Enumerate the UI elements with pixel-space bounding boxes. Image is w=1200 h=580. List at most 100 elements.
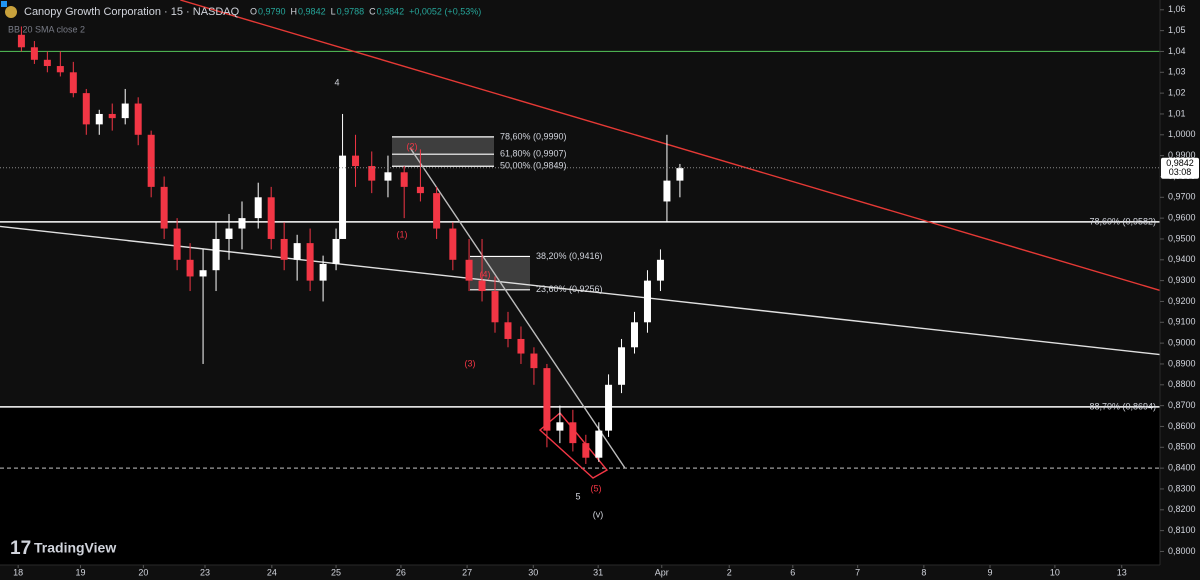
wave-label: 5 [575,491,580,501]
wave-label: (3) [465,358,476,368]
candle-body [238,218,246,229]
y-tick-label: 0,8600 [1168,421,1196,431]
brand-icon: 17 [10,538,31,559]
candle-body [595,430,603,458]
y-tick-label: 1,01 [1168,108,1186,118]
price-axis [1160,0,1200,580]
candle-body [267,197,275,239]
y-tick-label: 0,8500 [1168,442,1196,452]
y-tick-label: 0,8300 [1168,483,1196,493]
y-tick-label: 0,8700 [1168,400,1196,410]
x-tick-label: 7 [855,567,860,577]
ohlc-value: 0,9790 [258,6,286,16]
candle-body [332,238,340,264]
candle-body [582,443,590,458]
trend-line [180,0,1161,292]
candle-body [186,259,194,277]
trend-line [409,147,626,469]
candle-body [416,186,424,194]
x-tick-label: 20 [138,567,148,577]
y-tick-label: 0,9500 [1168,233,1196,243]
wave-label: (1) [397,229,408,239]
y-tick-label: 0,8100 [1168,525,1196,535]
x-tick-label: 18 [13,567,23,577]
x-tick-label: 31 [593,567,603,577]
y-tick-label: 1,02 [1168,88,1186,98]
wave-label: (4) [480,269,491,279]
candle-body [69,72,77,94]
y-tick-label: 0,8900 [1168,358,1196,368]
candle-body [630,322,638,348]
y-tick-label: 0,9600 [1168,213,1196,223]
wave-label: (2) [407,141,418,151]
candle-body [95,113,103,125]
candle-body [293,243,301,260]
ohlc-value: L [331,6,336,16]
candle-body [433,193,441,229]
candle-body [676,168,684,181]
fib-label: 78,60% (0,9990) [500,131,567,141]
candle-body [212,238,220,271]
candle-body [530,353,538,369]
candle-body [225,228,233,239]
candle-body [352,155,360,167]
wave-label: (5) [591,483,602,493]
x-tick-label: 25 [331,567,341,577]
candle-body [478,280,486,292]
x-tick-label: 19 [75,567,85,577]
plot-area: 78,60% (0,9582) 88,70% (0,8694) 78,60% (0,… [0,0,1161,565]
x-tick-label: 8 [921,567,926,577]
brand: TradingView [34,540,116,556]
x-tick-label: 9 [988,567,993,577]
axes: 1,061,051,041,031,021,011,00000,99000,98… [13,4,1199,577]
x-tick-label: 10 [1050,567,1060,577]
candle-body [319,263,327,281]
ohlc-value: C [369,6,376,16]
candle-body [30,47,38,60]
candle-body [449,228,457,260]
y-tick-label: 0,8400 [1168,463,1196,473]
y-tick-label: 0,8800 [1168,379,1196,389]
x-tick-label: 6 [790,567,795,577]
y-tick-label: 1,06 [1168,4,1186,14]
x-tick-label: 30 [528,567,538,577]
candle-body [43,59,51,67]
x-tick-label: Apr [655,567,669,577]
candle-body [280,238,288,260]
indicator-label: BB 20 SMA close 2 [8,24,85,34]
ohlc-value: 0,9842 [377,6,405,16]
fib-label: 38,20% (0,9416) [536,251,603,261]
channel [538,412,609,479]
candle-body [618,347,626,385]
candle-body [605,384,613,431]
candle-body [199,270,207,277]
y-tick-label: 0,9900 [1168,150,1196,160]
y-tick-label: 0,8000 [1168,546,1196,556]
marker [1,1,7,7]
ohlc-value: 0,9842 [298,6,326,16]
x-tick-label: 13 [1117,567,1127,577]
candle-body [82,93,90,125]
candle-body [400,172,408,187]
wave-label: 4 [334,77,339,87]
candle-body [134,103,142,135]
fib-label: 88,70% (0,8694) [1089,401,1156,411]
candle-body [656,259,664,281]
x-tick-label: 24 [267,567,277,577]
y-tick-label: 1,03 [1168,67,1186,77]
candle-body [306,243,314,281]
time-axis [0,565,1200,580]
y-tick-label: 1,0000 [1168,129,1196,139]
y-tick-label: 0,8200 [1168,504,1196,514]
y-tick-label: 0,9300 [1168,275,1196,285]
candle-body [17,34,25,48]
y-tick-label: 0,9100 [1168,317,1196,327]
ohlc-value: O [250,6,257,16]
candle-body [517,338,525,354]
symbol-logo [5,6,17,18]
candle-body [491,291,499,323]
candle-body [147,134,155,187]
candle-body [569,422,577,444]
